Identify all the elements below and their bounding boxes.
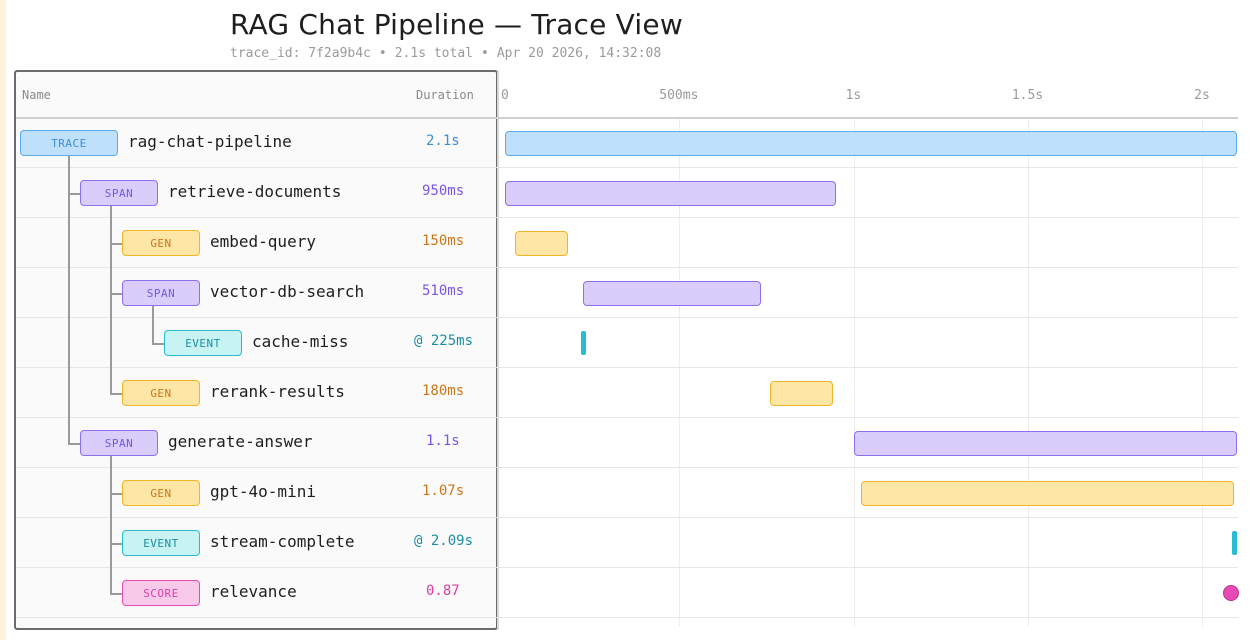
tree-connector xyxy=(110,293,122,295)
row-duration: 150ms xyxy=(422,233,465,249)
gen-bar[interactable] xyxy=(860,481,1234,506)
row-name[interactable]: relevance xyxy=(210,582,297,601)
row-separator xyxy=(16,417,1238,418)
row-separator xyxy=(16,467,1238,468)
gen-badge: GEN xyxy=(122,380,200,406)
trace-timestamp: Apr 20 2026, 14:32:08 xyxy=(496,46,662,61)
header-divider xyxy=(16,117,1238,119)
tree-connector xyxy=(68,193,80,195)
row-name[interactable]: stream-complete xyxy=(210,532,355,551)
column-header-name: Name xyxy=(22,88,51,102)
span-badge: SPAN xyxy=(122,280,200,306)
row-separator xyxy=(16,167,1238,168)
row-duration: @ 2.09s xyxy=(414,533,474,549)
event-badge: EVENT xyxy=(164,330,242,356)
separator-dot: • xyxy=(378,46,387,61)
gen-bar[interactable] xyxy=(769,381,833,406)
row-separator xyxy=(16,517,1238,518)
score-badge: SCORE xyxy=(122,580,200,606)
gridline xyxy=(1202,118,1204,626)
row-separator xyxy=(16,367,1238,368)
row-duration: 510ms xyxy=(422,283,465,299)
event-badge: EVENT xyxy=(122,530,200,556)
row-duration: 0.87 xyxy=(426,583,460,599)
row-name[interactable]: cache-miss xyxy=(252,332,349,351)
trace-bar[interactable] xyxy=(505,131,1237,156)
span-bar[interactable] xyxy=(583,281,762,306)
row-duration: @ 225ms xyxy=(414,333,474,349)
row-separator xyxy=(16,267,1238,268)
row-duration: 1.07s xyxy=(422,483,465,499)
tree-connector xyxy=(110,543,122,545)
page-title: RAG Chat Pipeline — Trace View xyxy=(230,8,683,41)
span-bar[interactable] xyxy=(505,181,837,206)
trace-id: trace_id: 7f2a9b4c xyxy=(230,46,371,61)
gen-badge: GEN xyxy=(122,230,200,256)
span-tree-panel xyxy=(14,70,498,630)
tree-connector xyxy=(110,493,122,495)
gridline xyxy=(853,118,855,626)
tick-label: 1.5s xyxy=(1011,88,1044,103)
tree-connector xyxy=(110,593,122,595)
row-name[interactable]: vector-db-search xyxy=(210,282,365,301)
row-duration: 950ms xyxy=(422,183,465,199)
tree-connector xyxy=(110,243,122,245)
tick-label: 500ms xyxy=(659,88,699,103)
timeline-divider xyxy=(497,70,499,630)
tree-connector xyxy=(110,393,122,395)
row-separator xyxy=(16,217,1238,218)
tree-connector xyxy=(152,343,164,345)
tick-label: 0 xyxy=(501,88,509,103)
span-bar[interactable] xyxy=(853,431,1237,456)
row-separator xyxy=(16,317,1238,318)
left-accent-strip xyxy=(0,0,6,640)
row-name[interactable]: embed-query xyxy=(210,232,316,251)
row-separator xyxy=(16,617,1238,618)
tick-label: 1s xyxy=(845,88,862,103)
row-name[interactable]: generate-answer xyxy=(168,432,313,451)
span-badge: SPAN xyxy=(80,180,158,206)
trace-subtitle: trace_id: 7f2a9b4c • 2.1s total • Apr 20 202… xyxy=(230,46,661,61)
row-duration: 180ms xyxy=(422,383,465,399)
row-name[interactable]: gpt-4o-mini xyxy=(210,482,316,501)
tick-label: 2s xyxy=(1194,88,1210,103)
gridline xyxy=(679,118,681,626)
tree-connector xyxy=(110,206,112,393)
row-duration: 1.1s xyxy=(426,433,460,449)
gridline xyxy=(1027,118,1029,626)
row-name[interactable]: rag-chat-pipeline xyxy=(128,132,292,151)
tree-connector xyxy=(110,456,112,593)
tree-connector xyxy=(68,156,70,443)
event-marker[interactable] xyxy=(581,331,587,355)
score-marker[interactable] xyxy=(1223,585,1239,601)
row-name[interactable]: rerank-results xyxy=(210,382,345,401)
trace-total: 2.1s total xyxy=(394,46,473,61)
row-duration: 2.1s xyxy=(426,133,460,149)
gen-badge: GEN xyxy=(122,480,200,506)
column-header-duration: Duration xyxy=(416,88,474,102)
tree-connector xyxy=(68,443,80,445)
tree-connector xyxy=(152,306,154,343)
event-marker[interactable] xyxy=(1231,531,1237,555)
gen-bar[interactable] xyxy=(515,231,568,256)
separator-dot: • xyxy=(481,46,489,61)
span-badge: SPAN xyxy=(80,430,158,456)
row-separator xyxy=(16,567,1238,568)
trace-badge: TRACE xyxy=(20,130,118,156)
row-name[interactable]: retrieve-documents xyxy=(168,182,342,201)
